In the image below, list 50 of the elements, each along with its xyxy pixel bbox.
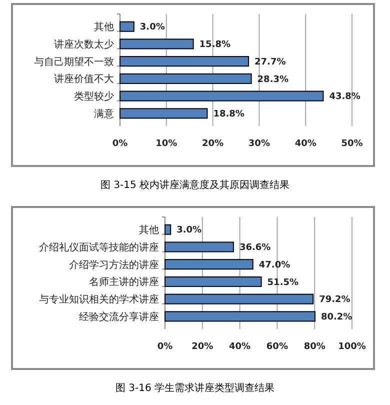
- bar: [164, 259, 254, 270]
- data-label: 3.0%: [176, 226, 202, 236]
- x-tick-label: 10%: [156, 139, 178, 149]
- data-label: 3.0%: [140, 22, 165, 33]
- y-tick-label: 介绍礼仪面试等技能的讲座: [39, 241, 159, 254]
- y-tick-label: 与专业知识相关的学术讲座: [39, 294, 159, 306]
- data-label: 27.7%: [254, 57, 286, 68]
- bar: [120, 38, 194, 50]
- data-label: 36.6%: [239, 243, 271, 254]
- y-tick-label: 其他: [94, 21, 114, 34]
- data-label: 28.3%: [257, 74, 289, 85]
- y-tick-label: 讲座次数太少: [54, 38, 114, 50]
- bar: [164, 294, 314, 304]
- x-tick-label: 60%: [266, 342, 288, 352]
- x-tick-label: 20%: [192, 342, 214, 352]
- data-label: 80.2%: [320, 312, 352, 323]
- bar: [120, 56, 250, 67]
- bar: [120, 21, 134, 32]
- caption: 图 3-16 学生需求讲座类型调查结果: [115, 382, 275, 394]
- x-tick-label: 100%: [338, 342, 366, 352]
- x-tick-label: 20%: [202, 139, 224, 149]
- x-tick-label: 30%: [248, 139, 270, 149]
- bar: [164, 276, 262, 287]
- data-label: 51.5%: [267, 278, 299, 288]
- y-tick-label: 名师主讲的讲座: [89, 276, 159, 288]
- y-tick-label: 介绍学习方法的讲座: [69, 258, 159, 271]
- data-label: 18.8%: [213, 110, 244, 120]
- y-tick-label: 满意: [94, 108, 114, 120]
- y-tick-label: 类型较少: [74, 90, 114, 103]
- bar: [164, 224, 172, 235]
- x-tick-label: 0%: [157, 342, 173, 352]
- y-tick-label: 经验交流分享讲座: [79, 310, 159, 323]
- y-tick-label: 与自己期望不一致: [34, 56, 114, 68]
- bar: [164, 311, 316, 322]
- data-label: 79.2%: [319, 295, 350, 306]
- x-tick-label: 50%: [341, 139, 363, 149]
- bar: [120, 73, 252, 84]
- data-label: 47.0%: [258, 260, 290, 270]
- data-label: 43.8%: [329, 92, 360, 102]
- x-tick-label: 0%: [112, 139, 128, 149]
- data-label: 15.8%: [199, 40, 231, 50]
- caption: 图 3-15 校内讲座满意度及其原因调查结果: [100, 179, 290, 191]
- bar: [164, 242, 234, 252]
- x-tick-label: 40%: [229, 342, 251, 352]
- y-tick-label: 讲座价值不大: [54, 73, 114, 86]
- bar: [120, 90, 324, 102]
- y-tick-label: 其他: [139, 224, 159, 236]
- bar: [120, 108, 208, 119]
- x-tick-label: 40%: [294, 139, 316, 149]
- x-tick-label: 80%: [304, 342, 326, 352]
